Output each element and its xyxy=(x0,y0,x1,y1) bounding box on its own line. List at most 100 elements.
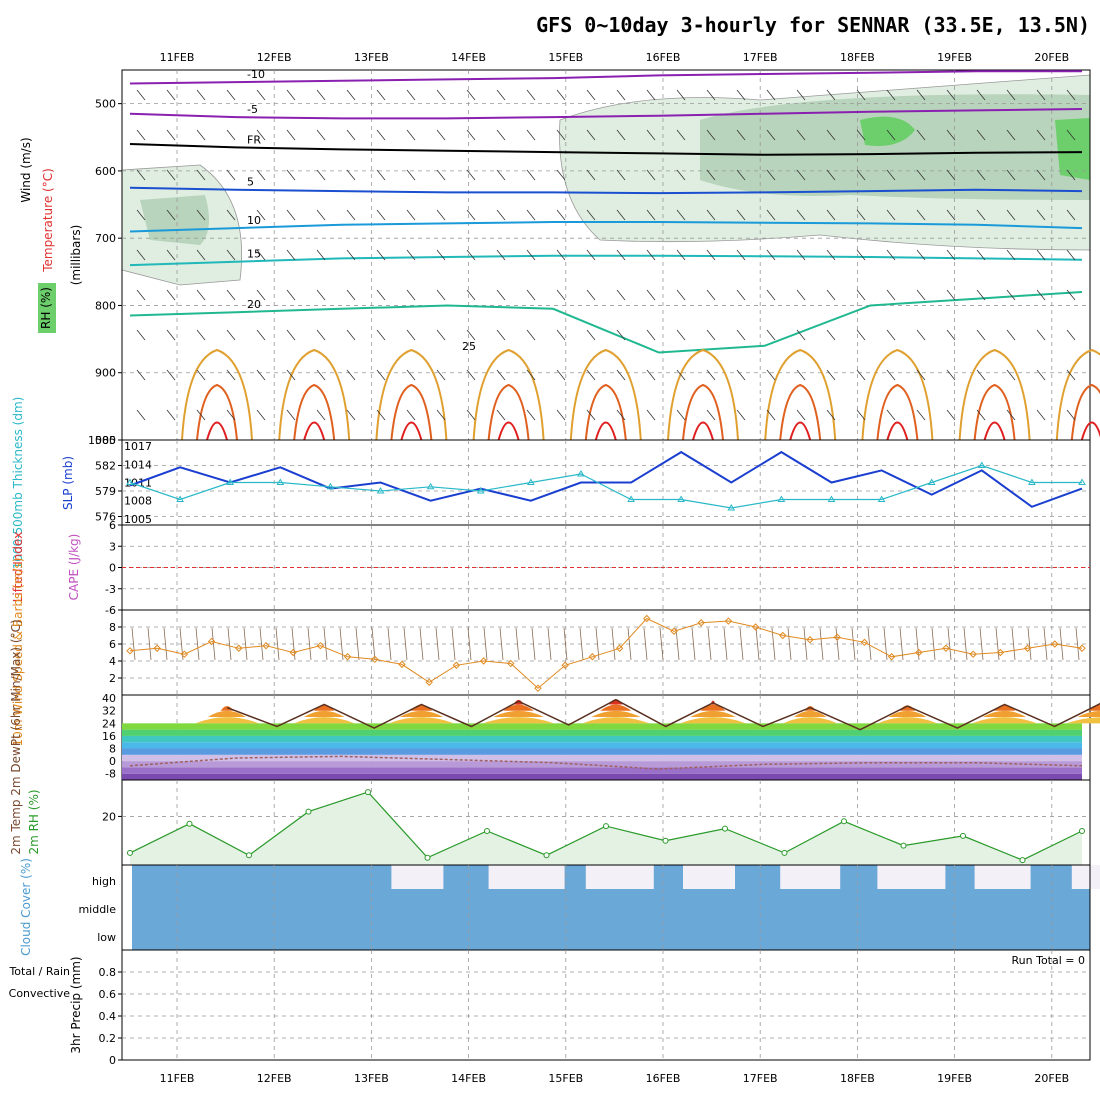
wind-barb xyxy=(166,329,176,341)
wind-barb xyxy=(526,129,536,141)
wind-barb xyxy=(259,627,264,661)
rh-point xyxy=(484,828,490,834)
wind-tick-label: 2 xyxy=(109,672,116,685)
wind-barb xyxy=(1036,409,1046,421)
wind-barb xyxy=(556,209,566,221)
thickness-line xyxy=(129,464,1082,509)
wind-barb xyxy=(706,409,716,421)
temp-peak-fill xyxy=(877,717,938,724)
wind-barb xyxy=(766,209,776,221)
wind-barb xyxy=(691,627,696,661)
thickness-point xyxy=(677,495,686,502)
wind-barb xyxy=(526,169,536,181)
wind-barb xyxy=(796,329,806,341)
isotherm-line xyxy=(487,383,530,441)
date-label-top: 12FEB xyxy=(257,51,292,64)
wind-barb xyxy=(946,89,956,101)
wind-barb xyxy=(826,169,836,181)
wind-barb xyxy=(436,289,446,301)
wind-barb xyxy=(706,289,716,301)
wind-barb xyxy=(736,209,746,221)
isotherm-label: -5 xyxy=(247,103,258,116)
wind-barb xyxy=(406,369,416,381)
wind-barb xyxy=(856,89,866,101)
wind-barb xyxy=(916,289,926,301)
temp-tick-label: 32 xyxy=(102,705,116,718)
wind-barb xyxy=(916,369,926,381)
rh-tick-label: 20 xyxy=(102,810,116,823)
wind-barb xyxy=(946,369,956,381)
wind-barb xyxy=(819,627,824,661)
wind-barb xyxy=(467,627,472,661)
wind-barb xyxy=(886,209,896,221)
wind-barb xyxy=(466,89,476,101)
wind-barb xyxy=(766,369,776,381)
temp-peak-fill xyxy=(1088,704,1100,711)
temp-peak-fill xyxy=(690,710,736,718)
wind-barb xyxy=(483,627,488,661)
thickness-point xyxy=(777,495,786,502)
temp-tick-label: 16 xyxy=(102,730,116,743)
wind-barb xyxy=(196,409,206,421)
wind-barb xyxy=(886,89,896,101)
wind-barb xyxy=(166,209,176,221)
wind-barb xyxy=(723,627,728,661)
wind-barb xyxy=(226,289,236,301)
wind-barb xyxy=(826,249,836,261)
wind-barb xyxy=(1066,369,1076,381)
date-label-bottom: 17FEB xyxy=(743,1072,778,1085)
wind-barb xyxy=(1059,627,1064,661)
slp-line xyxy=(129,450,1083,508)
wind-speed-point xyxy=(860,638,869,647)
wind-barb xyxy=(796,289,806,301)
legend-label-total-rain: Total / Rain xyxy=(8,965,70,978)
temp-peak-fill xyxy=(399,710,444,718)
wind-barb xyxy=(736,289,746,301)
wind-barb xyxy=(886,289,896,301)
slp-tick-label: 1008 xyxy=(124,495,152,508)
wind-barb xyxy=(346,209,356,221)
isotherm-label: 20 xyxy=(247,298,261,311)
wind-barb xyxy=(646,209,656,221)
wind-barb xyxy=(195,627,200,661)
isotherm-line xyxy=(129,186,1083,195)
wind-barb xyxy=(316,89,326,101)
wind-barb xyxy=(136,249,146,261)
precip-tick-label: 0.4 xyxy=(99,1010,117,1023)
wind-tick-label: 4 xyxy=(109,655,116,668)
wind-barb xyxy=(736,89,746,101)
wind-barb xyxy=(736,249,746,261)
wind-barb xyxy=(166,169,176,181)
wind-speed-point xyxy=(670,627,678,635)
cloud-level-label: middle xyxy=(78,903,116,916)
thickness-tick-label: 576 xyxy=(95,511,116,524)
wind-barb xyxy=(406,169,416,181)
wind-barb xyxy=(1006,129,1016,141)
legend-label-rh: RH (%) xyxy=(39,287,53,329)
thickness-point xyxy=(276,478,285,485)
wind-barb xyxy=(256,329,266,341)
wind-barb xyxy=(316,289,326,301)
lifted-index-tick-label: 6 xyxy=(109,519,116,532)
wind-barb xyxy=(436,369,446,381)
isotherm-line xyxy=(764,348,837,441)
wind-barb xyxy=(515,627,520,661)
wind-barb xyxy=(766,129,776,141)
wind-barb xyxy=(659,627,664,661)
panel-precip xyxy=(121,949,1091,1061)
wind-tick-label: 8 xyxy=(109,621,116,634)
date-label-top: 16FEB xyxy=(646,51,681,64)
wind-barb xyxy=(466,209,476,221)
wind-barb xyxy=(916,209,926,221)
chart-title: GFS 0~10day 3-hourly for SENNAR (33.5E, … xyxy=(536,13,1090,37)
wind-barb xyxy=(916,329,926,341)
clear-sky-gap xyxy=(974,865,1031,889)
isotherm-line xyxy=(594,421,617,441)
wind-barb xyxy=(946,409,956,421)
wind-barb xyxy=(376,369,386,381)
rh-shade-area xyxy=(700,94,1090,200)
wind-barb xyxy=(256,89,266,101)
wind-barb xyxy=(556,369,566,381)
wind-barb xyxy=(1066,249,1076,261)
